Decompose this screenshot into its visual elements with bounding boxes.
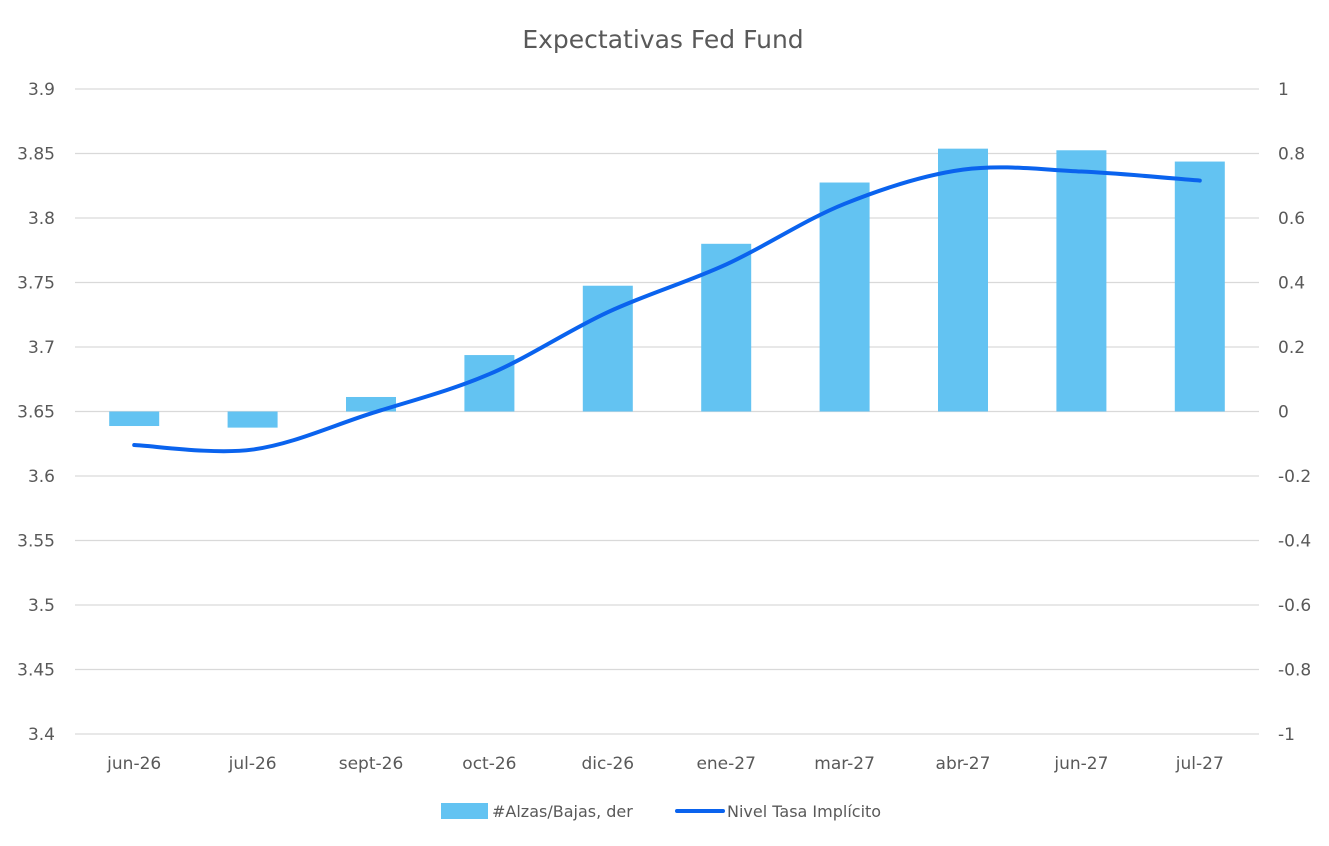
- left-tick-label: 3.4: [28, 725, 55, 745]
- x-tick-label: dic-26: [581, 754, 634, 774]
- left-tick-label: 3.6: [28, 467, 55, 487]
- x-tick-label: jun-27: [1053, 754, 1108, 774]
- left-tick-label: 3.45: [17, 661, 55, 681]
- x-tick-label: abr-27: [936, 754, 991, 774]
- bar: [1174, 161, 1225, 412]
- left-axis-ticks: 3.4 3.45 3.5 3.55 3.6 3.65 3.7 3.75 3.8 3.85 3.9: [17, 80, 55, 745]
- left-tick-label: 3.9: [28, 80, 55, 100]
- right-tick-label: -0.6: [1278, 596, 1311, 616]
- right-tick-label: 0.2: [1278, 338, 1305, 358]
- chart-title: Expectativas Fed Fund: [522, 25, 803, 54]
- bar: [227, 411, 278, 428]
- x-tick-label: jul-26: [228, 754, 277, 774]
- bar: [109, 411, 160, 427]
- x-tick-label: oct-26: [462, 754, 516, 774]
- legend-label-bar: #Alzas/Bajas, der: [492, 802, 633, 821]
- left-tick-label: 3.85: [17, 145, 55, 165]
- left-tick-label: 3.7: [28, 338, 55, 358]
- left-tick-label: 3.8: [28, 209, 55, 229]
- right-tick-label: 0: [1278, 403, 1289, 423]
- bar: [701, 243, 752, 412]
- right-tick-label: 0.4: [1278, 274, 1305, 294]
- bar: [1056, 150, 1107, 412]
- right-tick-label: -1: [1278, 725, 1295, 745]
- left-tick-label: 3.75: [17, 274, 55, 294]
- x-axis-ticks: jun-26 jul-26 sept-26 oct-26 dic-26 ene-27 mar…: [106, 754, 1224, 774]
- bar: [819, 182, 870, 412]
- left-tick-label: 3.5: [28, 596, 55, 616]
- bar: [464, 355, 515, 412]
- legend-label-line: Nivel Tasa Implícito: [727, 802, 881, 821]
- x-tick-label: mar-27: [814, 754, 875, 774]
- right-tick-label: -0.8: [1278, 661, 1311, 681]
- bar-series: [109, 148, 1225, 428]
- right-tick-label: -0.4: [1278, 532, 1311, 552]
- left-tick-label: 3.55: [17, 532, 55, 552]
- right-tick-label: 1: [1278, 80, 1289, 100]
- right-tick-label: 0.8: [1278, 145, 1305, 165]
- legend: #Alzas/Bajas, der Nivel Tasa Implícito: [441, 802, 881, 821]
- legend-swatch-bar: [441, 803, 488, 819]
- series-line: [132, 165, 1202, 454]
- x-tick-label: sept-26: [339, 754, 404, 774]
- bar: [938, 148, 988, 412]
- x-tick-label: ene-27: [696, 754, 755, 774]
- left-tick-label: 3.65: [17, 403, 55, 423]
- x-tick-label: jun-26: [106, 754, 161, 774]
- x-tick-label: jul-27: [1175, 754, 1224, 774]
- line-series: [132, 165, 1202, 454]
- right-tick-label: 0.6: [1278, 209, 1305, 229]
- right-axis-ticks: -1 -0.8 -0.6 -0.4 -0.2 0 0.2 0.4 0.6 0.8 1: [1278, 80, 1311, 745]
- right-tick-label: -0.2: [1278, 467, 1311, 487]
